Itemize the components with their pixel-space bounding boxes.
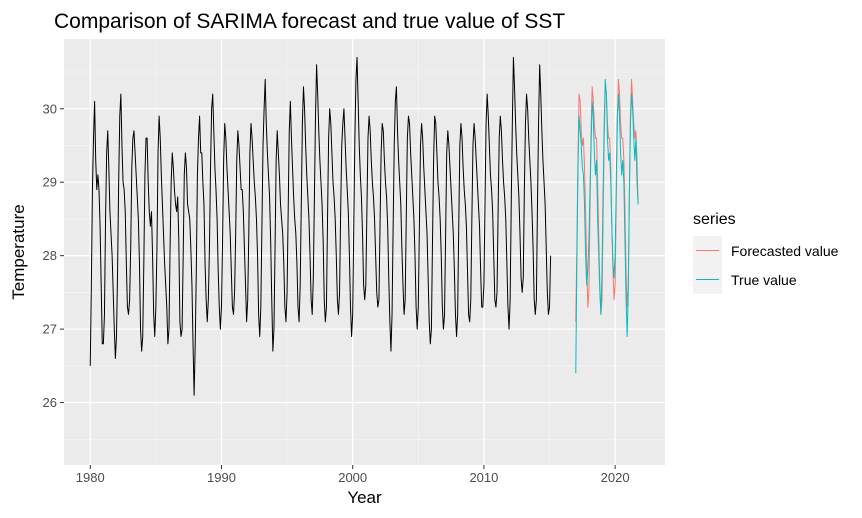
- legend-label-true-value: True value: [731, 272, 797, 288]
- plot-panel: [64, 39, 665, 465]
- x-tick-label: 2000: [338, 470, 367, 485]
- x-tick-label: 2010: [469, 470, 498, 485]
- y-tick-label: 26: [43, 395, 57, 410]
- chart-title: Comparison of SARIMA forecast and true v…: [54, 10, 565, 33]
- x-axis: 1980 1990 2000 2010 2020: [76, 465, 630, 485]
- legend: series Forecasted value True value: [693, 211, 839, 294]
- legend-label-forecasted-value: Forecasted value: [731, 243, 839, 259]
- series-line-true-value: [575, 78, 639, 374]
- history-line: [89, 56, 552, 396]
- x-axis-title: Year: [347, 488, 382, 507]
- y-tick-label: 27: [43, 322, 57, 337]
- y-tick-label: 30: [43, 101, 57, 116]
- y-axis-title: Temperature: [9, 204, 28, 299]
- y-axis: 26 27 28 29 30: [43, 101, 64, 410]
- grid-minor: [64, 39, 665, 465]
- x-tick-label: 1980: [76, 470, 105, 485]
- y-tick-label: 29: [43, 175, 57, 190]
- series-layer: [89, 56, 639, 396]
- legend-title: series: [693, 211, 736, 228]
- x-tick-label: 2020: [601, 470, 630, 485]
- y-tick-label: 28: [43, 248, 57, 263]
- x-tick-label: 1990: [207, 470, 236, 485]
